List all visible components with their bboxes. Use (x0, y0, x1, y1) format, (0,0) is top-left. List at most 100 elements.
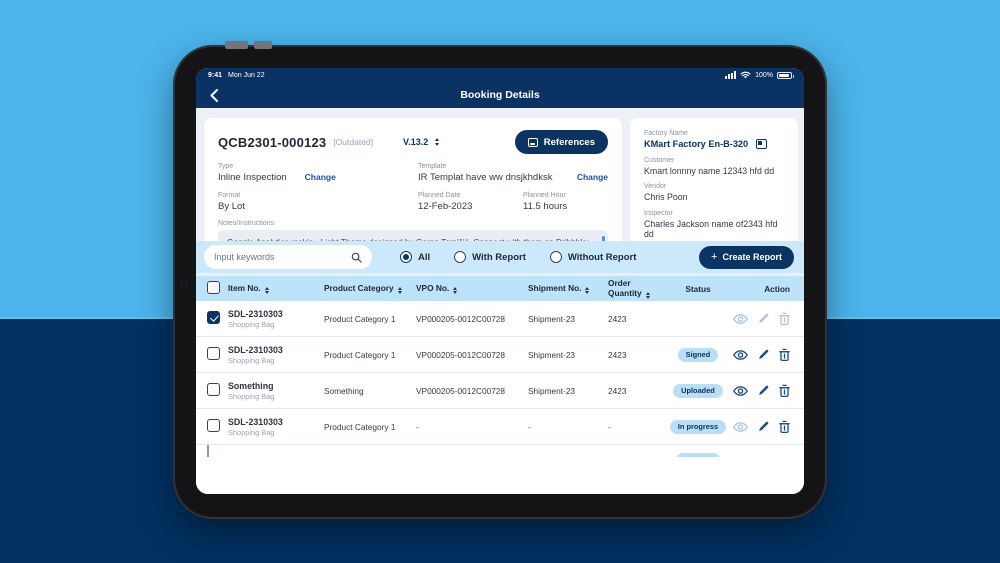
row-checkbox (207, 445, 209, 457)
product-category: Product Category 1 (324, 313, 396, 324)
plus-icon: + (711, 250, 718, 263)
item-subtitle: Shopping Bag (228, 427, 275, 437)
status-badge: In progress (669, 419, 727, 434)
inspector-label: Inspector (644, 209, 673, 217)
nav-bar: Booking Details (196, 82, 804, 108)
customer-label: Customer (644, 156, 675, 164)
references-button[interactable]: References (514, 130, 608, 154)
vendor-value: Chris Poon (644, 192, 688, 202)
clock: 9:41 (208, 71, 223, 79)
status-badge (676, 453, 720, 457)
column-shipment-no[interactable]: Shipment No. (528, 283, 608, 295)
sort-icon[interactable] (585, 286, 590, 295)
table-row[interactable]: SDL-2310303 Shopping Bag Product Categor… (196, 337, 804, 373)
product-category: Something (324, 385, 364, 396)
filter-with-report[interactable]: With Report (454, 251, 526, 263)
edit-button[interactable] (758, 349, 769, 360)
delete-button[interactable] (779, 348, 790, 361)
version-stepper-icon (435, 138, 440, 146)
column-order-quantity[interactable]: Order Quantity (608, 278, 666, 300)
radio-with-report[interactable] (454, 251, 467, 263)
column-item-no[interactable]: Item No. (228, 283, 324, 295)
delete-button[interactable] (779, 384, 790, 397)
row-checkbox[interactable] (207, 383, 220, 396)
column-product-category[interactable]: Product Category (324, 283, 416, 295)
app-screen: 9:41 Mon Jun 22 100% (196, 68, 804, 494)
column-action: Action (764, 283, 790, 294)
pencil-icon (759, 421, 769, 431)
wifi-icon (740, 71, 751, 79)
change-type-link[interactable]: Change (304, 172, 336, 182)
eye-icon (733, 313, 748, 324)
edit-button[interactable] (758, 421, 769, 432)
type-label: Type (218, 163, 234, 170)
delete-button[interactable] (779, 420, 790, 433)
volume-down-button (254, 41, 272, 49)
create-report-button[interactable]: + Create Report (699, 245, 794, 269)
version-value: V.13.2 (403, 137, 429, 147)
vpo-no: VP000205-0012C00728 (416, 313, 506, 324)
vpo-no: VP000205-0012C00728 (416, 385, 506, 396)
tablet-device-frame: 9:41 Mon Jun 22 100% (173, 41, 827, 519)
column-vpo-no[interactable]: VPO No. (416, 283, 528, 295)
column-status: Status (685, 283, 711, 294)
trash-icon (779, 312, 790, 325)
search-box[interactable] (204, 245, 372, 269)
order-quantity: 2423 (608, 349, 627, 360)
delete-button[interactable] (779, 312, 790, 325)
edit-button[interactable] (758, 313, 769, 324)
references-icon (527, 137, 538, 147)
factory-label: Factory Name (644, 130, 688, 137)
item-no: Something (228, 380, 274, 391)
filter-all[interactable]: All (400, 251, 430, 263)
planned-hour-value: 11.5 hours (523, 201, 568, 212)
item-subtitle: Shopping Bag (228, 355, 275, 365)
row-checkbox[interactable] (207, 347, 220, 360)
template-value: IR Templat have ww dnsjkhdksk (418, 172, 553, 183)
filter-without-report-label: Without Report (567, 251, 637, 263)
view-button[interactable] (733, 421, 748, 432)
sort-icon[interactable] (645, 291, 650, 300)
table-row[interactable]: Something Shopping Bag Something VP00020… (196, 373, 804, 409)
search-icon[interactable] (351, 252, 362, 263)
table-row[interactable]: SDL-2310303 Shopping Bag Product Categor… (196, 409, 804, 445)
status-badge: Uploaded (673, 383, 723, 398)
view-button[interactable] (733, 385, 748, 396)
edit-button[interactable] (758, 385, 769, 396)
sort-icon[interactable] (397, 286, 402, 295)
row-checkbox[interactable] (207, 419, 220, 432)
booking-id: QCB2301-000123 (218, 134, 327, 150)
order-quantity: - (608, 421, 611, 432)
shipment-no: Shipment-23 (528, 349, 576, 360)
view-button[interactable] (733, 349, 748, 360)
factory-detail-icon[interactable] (756, 139, 768, 149)
item-subtitle: Shopping Bag (228, 319, 275, 329)
filter-without-report[interactable]: Without Report (549, 251, 637, 263)
planned-hour-label: Planned Hour (523, 192, 566, 199)
vpo-no: VP000205-0012C00728 (416, 349, 506, 360)
radio-without-report[interactable] (549, 251, 562, 263)
shipment-no: - (528, 421, 531, 432)
item-no: SDL-2310303 (228, 416, 283, 427)
row-checkbox[interactable] (207, 311, 220, 324)
vendor-label: Vendor (644, 183, 667, 190)
filter-with-report-label: With Report (472, 251, 526, 263)
create-report-label: Create Report (722, 252, 782, 262)
eye-icon (733, 421, 748, 432)
factory-name-link[interactable]: KMart Factory En-B-320 (644, 139, 749, 149)
view-button[interactable] (733, 313, 748, 324)
product-category: Product Category 1 (324, 421, 396, 432)
sort-icon[interactable] (453, 286, 458, 295)
back-button[interactable] (206, 87, 222, 103)
chevron-left-icon (210, 88, 218, 102)
sort-icon[interactable] (264, 286, 269, 295)
select-all-checkbox[interactable] (207, 281, 220, 294)
search-input[interactable] (214, 252, 351, 262)
page-title: Booking Details (460, 89, 540, 101)
version-selector[interactable]: V.13.2 (403, 137, 440, 147)
report-filter-group: All With Report Without Report (400, 251, 636, 263)
change-template-link[interactable]: Change (576, 172, 608, 182)
radio-all[interactable] (400, 251, 412, 263)
table-row[interactable]: SDL-2310303 Shopping Bag Product Categor… (196, 301, 804, 337)
